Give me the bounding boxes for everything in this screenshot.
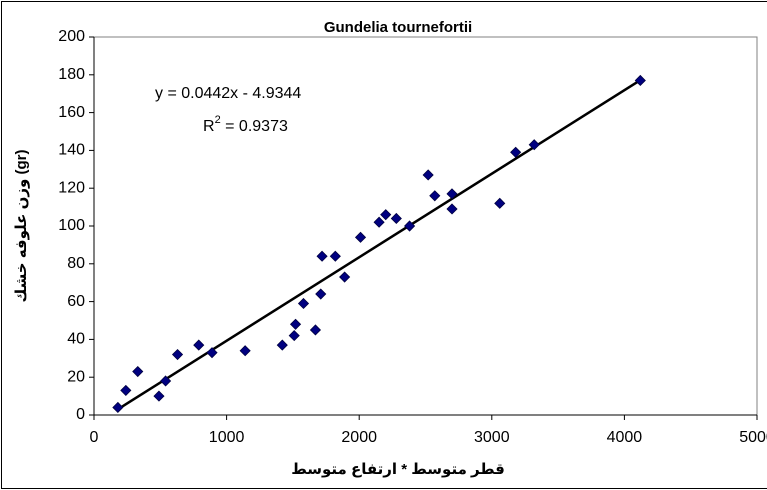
x-tick-label: 4000 [607, 429, 643, 446]
x-tick-label: 2000 [341, 429, 377, 446]
trendline [117, 79, 641, 411]
scatter-point [422, 169, 434, 181]
scatter-point [153, 390, 165, 402]
y-tick-label: 140 [58, 142, 85, 159]
scatter-point [339, 271, 351, 283]
scatter-point [634, 74, 646, 87]
scatter-point [112, 401, 124, 414]
scatter-point [309, 324, 322, 336]
x-tick-label: 3000 [474, 429, 510, 446]
scatter-point [429, 190, 441, 202]
scatter-point [354, 231, 367, 243]
scatter-point [132, 365, 144, 378]
scatter-point [494, 197, 506, 209]
scatter-point [297, 297, 310, 310]
plot-area [93, 36, 758, 416]
scatter-point [316, 250, 328, 262]
y-tick-label: 20 [67, 368, 85, 385]
r-squared: R2 = 0.9373 [203, 114, 288, 135]
scatter-point [446, 188, 458, 200]
y-axis-label: وزن علوفه خشك (gr) [13, 149, 30, 302]
scatter-point [160, 375, 172, 387]
x-tick-label: 5000 [739, 429, 767, 446]
y-tick-label: 200 [58, 28, 85, 45]
scatter-point [289, 318, 302, 330]
scatter-point [404, 220, 416, 232]
y-tick-label: 40 [67, 331, 85, 348]
x-axis-label: قطر متوسط * ارتفاع متوسط [291, 461, 505, 478]
r-squared-sup: 2 [215, 114, 221, 126]
y-tick-label: 120 [58, 179, 85, 196]
y-tick-label: 80 [67, 255, 85, 272]
scatter-point [171, 348, 184, 361]
y-tick-label: 160 [58, 104, 85, 121]
scatter-point [193, 339, 205, 351]
x-tick-label: 0 [90, 429, 99, 446]
scatter-point [120, 384, 132, 396]
trendline-equation: y = 0.0442x - 4.9344 [155, 85, 301, 102]
scatter-point [276, 339, 288, 351]
scatter-point [288, 330, 300, 342]
y-tick-label: 180 [58, 66, 85, 83]
r-squared-value: = 0.9373 [221, 118, 288, 135]
scatter-point [315, 288, 327, 300]
scatter-point [390, 212, 402, 225]
r-squared-prefix: R [203, 118, 215, 135]
scatter-point [380, 209, 392, 221]
scatter-point [329, 250, 341, 262]
scatter-point [373, 216, 385, 228]
scatter-point [239, 345, 251, 357]
y-tick-label: 60 [67, 293, 85, 310]
scatter-point [206, 347, 218, 359]
scatter-point [446, 203, 458, 215]
chart-title: Gundelia tournefortii [324, 19, 472, 36]
y-tick-label: 0 [76, 406, 85, 423]
x-tick-label: 1000 [209, 429, 245, 446]
scatter-point [510, 146, 522, 158]
y-tick-label: 100 [58, 217, 85, 234]
scatter-point [528, 139, 540, 151]
